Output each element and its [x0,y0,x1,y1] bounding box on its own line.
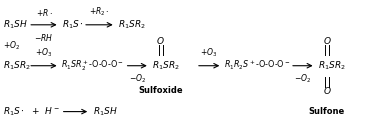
Text: $-O_2$: $-O_2$ [294,73,312,85]
Text: Sulfone: Sulfone [309,107,345,116]
Text: $+R\cdot$: $+R\cdot$ [36,7,52,18]
Text: $+O_3$: $+O_3$ [200,46,218,59]
Text: $O$: $O$ [323,35,331,46]
Text: $-O_2$: $-O_2$ [129,73,146,85]
Text: $-RH$: $-RH$ [34,32,54,43]
Text: $R_1SR_2$: $R_1SR_2$ [318,60,346,72]
Text: $R_1S\cdot$: $R_1S\cdot$ [62,19,84,31]
Text: $R_1SH$: $R_1SH$ [93,105,118,118]
Text: $O$: $O$ [156,35,165,46]
Text: $O$: $O$ [323,85,331,96]
Text: $+O_3$: $+O_3$ [35,46,53,59]
Text: $R_1S\cdot$  +  $H^-$: $R_1S\cdot$ + $H^-$ [3,105,60,118]
Text: $R_1SR_2$: $R_1SR_2$ [152,60,180,72]
Text: $R_1SR_2$: $R_1SR_2$ [3,60,31,72]
Text: Sulfoxide: Sulfoxide [138,86,183,95]
Text: $R_1R_2S^+$-O-O-O$^-$: $R_1R_2S^+$-O-O-O$^-$ [224,59,291,72]
Text: $R_1SH$: $R_1SH$ [3,19,28,31]
Text: $+R_2\cdot$: $+R_2\cdot$ [89,5,110,18]
Text: $+O_2$: $+O_2$ [3,39,20,51]
Text: $R_1SR_2$: $R_1SR_2$ [118,19,146,31]
Text: $R_1SR_2^+$-O-O-O$^-$: $R_1SR_2^+$-O-O-O$^-$ [61,59,124,73]
